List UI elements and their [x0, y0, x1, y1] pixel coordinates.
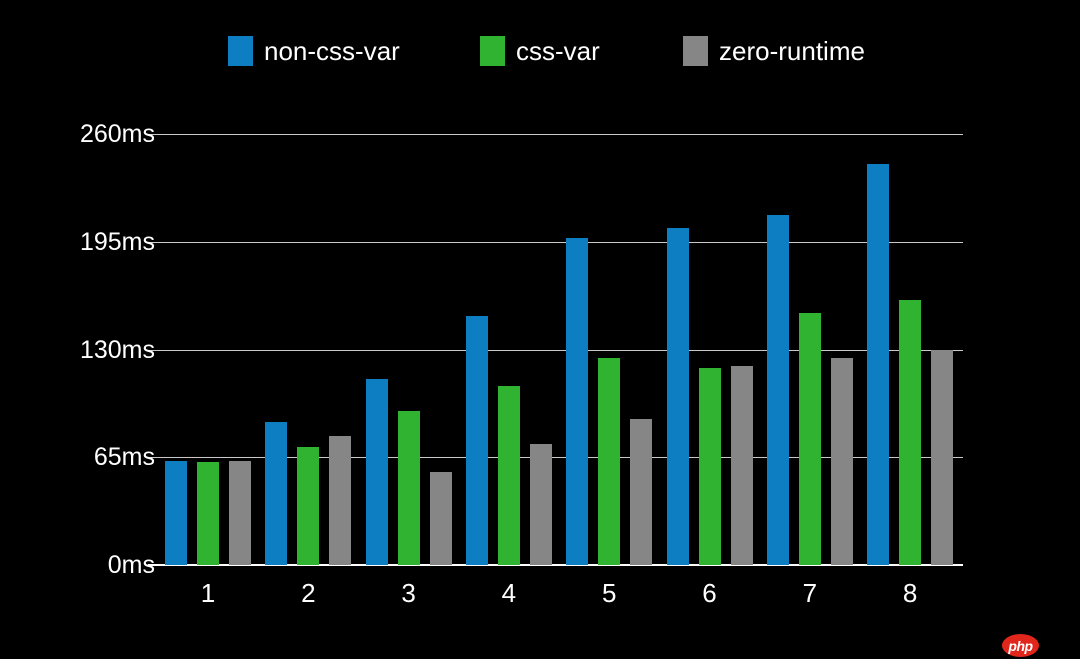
x-axis-label: 3 [401, 578, 416, 608]
bar-zero-runtime-cat8 [931, 349, 954, 565]
bar-non-css-var-cat7 [766, 215, 789, 565]
legend-item-non-css-var: non-css-var [228, 36, 400, 66]
y-axis-label: 260ms [79, 120, 155, 148]
bar-non-css-var-cat3 [365, 379, 388, 565]
x-axis-label: 6 [702, 578, 717, 608]
y-axis-label: 65ms [93, 443, 155, 472]
bar-non-css-var-cat5 [566, 238, 589, 565]
legend-item-css-var: css-var [480, 36, 600, 66]
php-logo: php [1002, 634, 1039, 657]
bar-zero-runtime-cat3 [429, 472, 452, 565]
y-axis-label: 195ms [79, 227, 155, 256]
y-axis-label: 130ms [79, 335, 155, 364]
legend-swatch-icon [228, 36, 253, 66]
bar-css-var-cat2 [297, 447, 320, 565]
gridline [148, 457, 963, 459]
gridline [148, 241, 963, 243]
x-axis-line [148, 564, 963, 566]
bar-css-var-cat6 [698, 367, 721, 565]
bar-css-var-cat1 [197, 462, 219, 565]
legend-label: css-var [516, 36, 600, 66]
legend-item-zero-runtime: zero-runtime [683, 36, 865, 66]
bar-zero-runtime-cat7 [830, 357, 853, 565]
gridline [148, 349, 963, 351]
y-axis-label: 0ms [107, 551, 155, 579]
bar-zero-runtime-cat5 [630, 419, 653, 565]
x-axis-label: 1 [200, 578, 216, 608]
bar-css-var-cat3 [397, 410, 420, 565]
bar-css-var-cat8 [899, 299, 922, 565]
bar-non-css-var-cat8 [867, 163, 890, 565]
legend-swatch-icon [480, 36, 505, 66]
bar-css-var-cat5 [598, 357, 621, 565]
gridline [148, 134, 963, 135]
bar-css-var-cat7 [798, 313, 821, 565]
bar-zero-runtime-cat1 [229, 460, 251, 565]
x-axis-label: 5 [601, 578, 617, 608]
x-axis-label: 2 [301, 578, 316, 608]
bar-non-css-var-cat6 [666, 228, 689, 565]
bar-zero-runtime-cat2 [329, 435, 352, 565]
legend-label: zero-runtime [719, 36, 865, 66]
x-axis-label: 8 [902, 578, 918, 608]
bar-non-css-var-cat1 [165, 460, 187, 565]
bar-non-css-var-cat2 [265, 422, 288, 565]
x-axis-label: 7 [802, 578, 818, 608]
bar-zero-runtime-cat4 [529, 443, 552, 565]
bar-zero-runtime-cat6 [730, 366, 753, 565]
bar-css-var-cat4 [497, 385, 520, 565]
legend-swatch-icon [683, 36, 708, 66]
bar-non-css-var-cat4 [465, 316, 488, 565]
legend-label: non-css-var [264, 36, 400, 66]
x-axis-label: 4 [501, 578, 517, 608]
